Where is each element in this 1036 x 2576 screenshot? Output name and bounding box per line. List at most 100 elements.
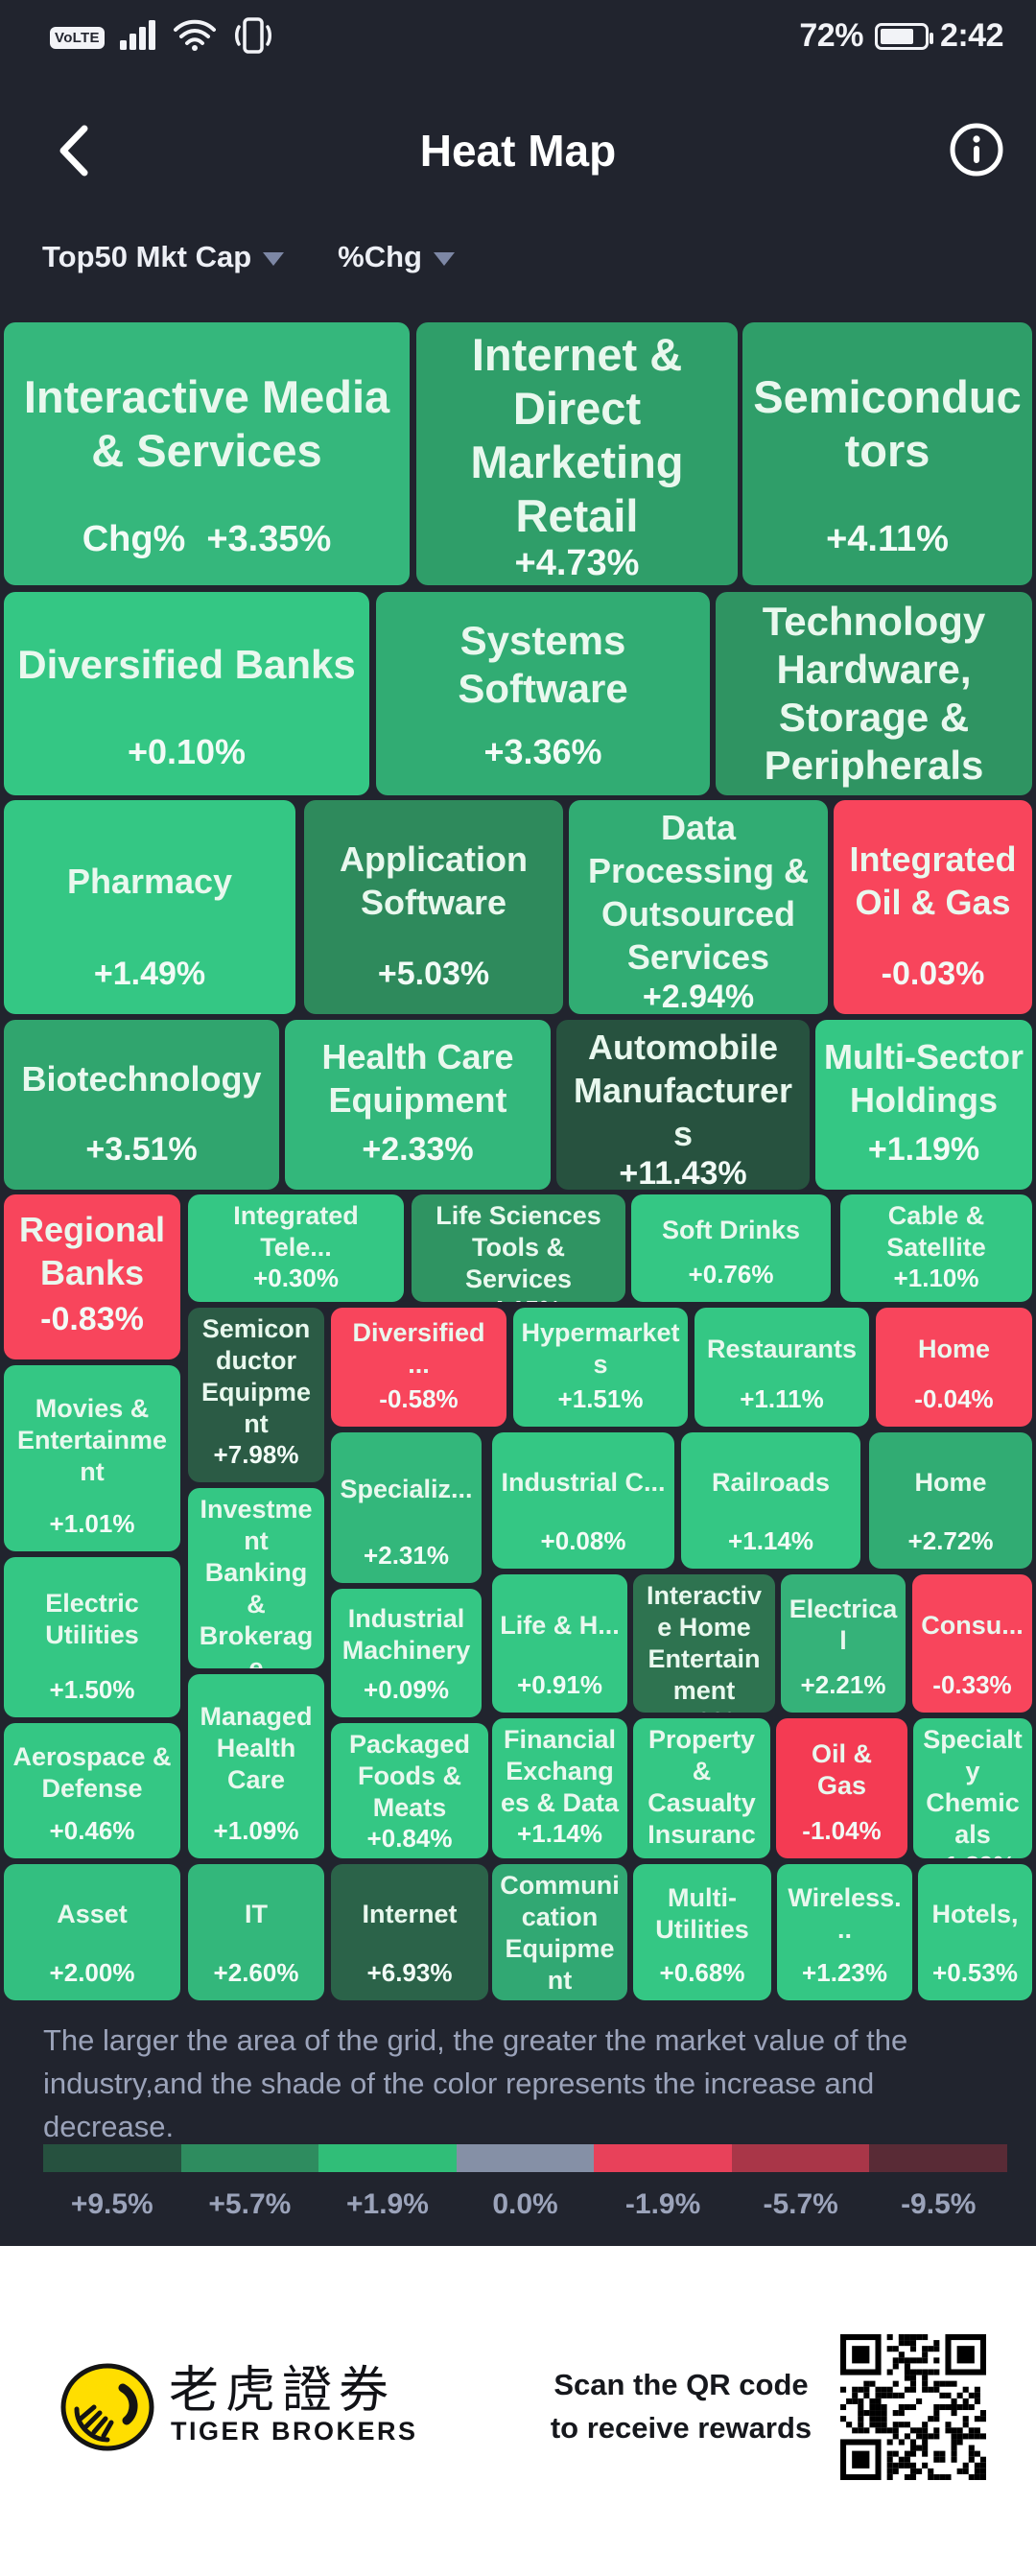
tile-application-software[interactable]: Application Software +5.03%	[304, 800, 563, 1014]
tile-name: Pharmacy	[66, 861, 233, 901]
tile-biotechnology[interactable]: Biotechnology +3.51%	[4, 1020, 279, 1190]
tile-industrial-conglomerates[interactable]: Industrial C... +0.08%	[492, 1432, 674, 1569]
tile-value: +2.22%	[492, 1997, 627, 2000]
treemap: Interactive Media & Services Chg% +3.35% In…	[4, 322, 1032, 2000]
tile-specialty-chemicals[interactable]: Specialty Chemicals +1.89%	[913, 1718, 1032, 1858]
tile-electrical[interactable]: Electrical +2.21%	[781, 1574, 906, 1713]
tile-value: -1.04%	[802, 1816, 882, 1845]
tile-technology-hardware-storage-peripherals[interactable]: Technology Hardware, Storage & Periphera…	[716, 592, 1032, 795]
qr-caption: Scan the QR code to receive rewards	[550, 2368, 812, 2445]
tile-semiconductor-equipment[interactable]: Semiconductor Equipment +7.98%	[188, 1308, 324, 1482]
tile-internet-direct-marketing-retail[interactable]: Internet & Direct Marketing Retail +4.73%	[416, 322, 738, 585]
tile-restaurants[interactable]: Restaurants +1.11%	[695, 1308, 869, 1427]
tile-value: +1.09%	[213, 1816, 299, 1845]
tile-name: Electric Utilities	[45, 1588, 139, 1649]
tile-hypermarkets[interactable]: Hypermarkets +1.51%	[513, 1308, 688, 1427]
tile-packaged-foods-meats[interactable]: Packaged Foods & Meats +0.84%	[331, 1723, 488, 1858]
scale-segment	[869, 2144, 1008, 2172]
tile-value: +3.36%	[483, 732, 602, 771]
scale-label: -5.7%	[763, 2188, 838, 2220]
status-bar: VoLTE	[0, 0, 1036, 81]
tile-electric-utilities[interactable]: Electric Utilities +1.50%	[4, 1557, 180, 1717]
tile-name: Semiconductor Equipment	[200, 1314, 311, 1438]
tile-value: +4.11%	[826, 519, 949, 559]
tile-communication-equipment[interactable]: Communication Equipment +2.22%	[492, 1864, 627, 2000]
tile-name: Home	[917, 1334, 990, 1363]
tile-name: Cable & Satellite	[886, 1201, 986, 1262]
tile-integrated-tele[interactable]: Integrated Tele... +0.30%	[188, 1194, 404, 1302]
tile-soft-drinks[interactable]: Soft Drinks +0.76%	[631, 1194, 831, 1302]
page-title: Heat Map	[419, 126, 617, 176]
tile-name: Integrated Tele...	[233, 1201, 359, 1262]
tile-financial-exchanges-data[interactable]: Financial Exchanges & Data +1.14%	[492, 1718, 627, 1858]
tile-oil-gas[interactable]: Oil & Gas -1.04%	[776, 1718, 907, 1858]
tile-diversified-capital[interactable]: Diversified ... -0.58%	[331, 1308, 506, 1427]
tile-interactive-home-entertainment[interactable]: Interactive Home Entertainment +7.02%	[633, 1574, 775, 1713]
sort-dropdown[interactable]: Top50 Mkt Cap	[42, 240, 285, 274]
tile-specialized[interactable]: Specializ... +2.31%	[331, 1432, 482, 1583]
tile-value-prefix: Chg%	[82, 519, 186, 559]
tile-name: Multi-Utilities	[655, 1883, 749, 1944]
tile-industrial-machinery[interactable]: Industrial Machinery +0.09%	[331, 1589, 482, 1717]
tile-name: Application Software	[340, 839, 528, 922]
tile-value: +11.43%	[619, 1155, 747, 1190]
tile-home-furnishings[interactable]: Home -0.04%	[876, 1308, 1032, 1427]
brand-name-cn: 老虎證券	[169, 2363, 396, 2419]
tile-life-sciences-tools-services[interactable]: Life Sciences Tools & Services +4.15%	[412, 1194, 625, 1302]
info-button[interactable]	[946, 119, 1007, 180]
tile-managed-health-care[interactable]: Managed Health Care +1.09%	[188, 1674, 324, 1858]
tile-investment-banking-brokerage[interactable]: Investment Banking & Brokerage+1.67%	[188, 1488, 324, 1668]
tile-name: Property & Casualty Insurance	[648, 1725, 756, 1858]
tile-systems-software[interactable]: Systems Software +3.36%	[376, 592, 710, 795]
tile-name: Railroads	[711, 1467, 831, 1497]
tile-hotels[interactable]: Hotels, +0.53%	[918, 1864, 1032, 2000]
brand-name-en: TIGER BROKERS	[171, 2417, 418, 2446]
scale-segment	[43, 2144, 181, 2172]
tile-name: Hotels,	[931, 1899, 1019, 1928]
tile-regional-banks[interactable]: Regional Banks -0.83%	[4, 1194, 180, 1359]
scale-label: +1.9%	[345, 2188, 429, 2220]
tile-value: +1.14%	[728, 1526, 813, 1555]
scale-segment	[180, 2144, 319, 2172]
tile-value: +2.21%	[800, 1670, 886, 1699]
tile-pharmacy[interactable]: Pharmacy +1.49%	[4, 800, 295, 1014]
tile-diversified-banks[interactable]: Diversified Banks +0.10%	[4, 592, 369, 795]
tile-value: +1.11%	[740, 1384, 824, 1413]
tile-name: Life Sciences Tools & Services	[436, 1201, 601, 1293]
tile-interactive-media-services[interactable]: Interactive Media & Services Chg% +3.35%	[4, 322, 410, 585]
tile-consumer[interactable]: Consu... -0.33%	[912, 1574, 1032, 1713]
tile-value: Chg% +3.35%	[82, 519, 332, 559]
tile-cable-satellite[interactable]: Cable & Satellite +1.10%	[840, 1194, 1032, 1302]
legend-description: The larger the area of the grid, the gre…	[43, 2023, 908, 2143]
tile-internet[interactable]: Internet +6.93%	[331, 1864, 488, 2000]
back-button[interactable]	[48, 117, 106, 184]
tile-value: +2.72%	[907, 1526, 994, 1555]
tile-name: Systems Software	[458, 618, 628, 711]
tile-movies-entertainment[interactable]: Movies & Entertainment +1.01%	[4, 1365, 180, 1551]
tile-name: IT	[245, 1899, 268, 1928]
tile-semiconductors[interactable]: Semiconductors +4.11%	[742, 322, 1032, 585]
tile-it[interactable]: IT +2.60%	[188, 1864, 324, 2000]
tile-asset[interactable]: Asset +2.00%	[4, 1864, 180, 2000]
tile-name: Integrated Oil & Gas	[849, 839, 1017, 922]
tile-data-processing-outsourced-services[interactable]: Data Processing & Outsourced Services +2.…	[569, 800, 828, 1014]
tile-name: Health Care Equipment	[321, 1037, 514, 1120]
tile-automobile-manufacturers[interactable]: Automobile Manufacturers +11.43%	[556, 1020, 810, 1190]
tile-aerospace-defense[interactable]: Aerospace & Defense +0.46%	[4, 1723, 180, 1858]
tile-multi-sector-holdings[interactable]: Multi-Sector Holdings +1.19%	[815, 1020, 1032, 1190]
tile-value: +0.09%	[364, 1675, 449, 1704]
tile-name: Specialty Chemicals	[923, 1725, 1023, 1849]
tile-property-casualty-insurance[interactable]: Property & Casualty Insurance+0.04%	[633, 1718, 770, 1858]
tile-health-care-equipment[interactable]: Health Care Equipment +2.33%	[285, 1020, 551, 1190]
tile-railroads[interactable]: Railroads +1.14%	[681, 1432, 860, 1569]
tile-multi-utilities[interactable]: Multi-Utilities +0.68%	[633, 1864, 771, 2000]
tile-value: +1.50%	[49, 1675, 135, 1704]
tile-value: +6.93%	[366, 1958, 453, 1987]
tile-name: Movies & Entertainment	[16, 1393, 168, 1486]
metric-dropdown[interactable]: %Chg	[338, 240, 455, 274]
tile-life-health[interactable]: Life & H... +0.91%	[492, 1574, 627, 1713]
tile-integrated-oil-gas[interactable]: Integrated Oil & Gas -0.03%	[834, 800, 1032, 1014]
scale-label: -1.9%	[624, 2188, 701, 2220]
tile-wireless[interactable]: Wireless... +1.23%	[777, 1864, 912, 2000]
tile-home-improvement[interactable]: Home +2.72%	[869, 1432, 1032, 1569]
